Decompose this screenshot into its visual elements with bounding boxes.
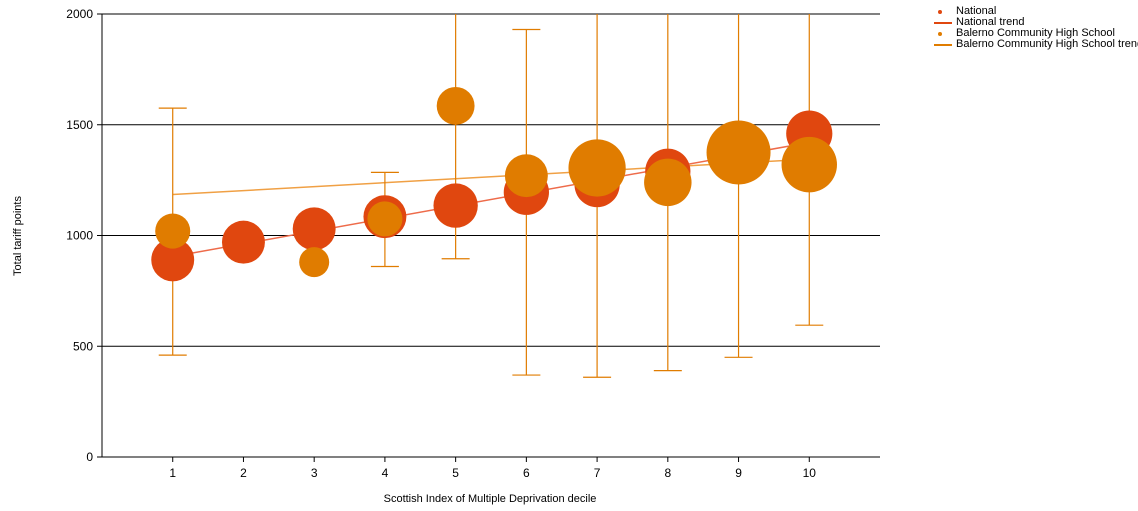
data-bubble bbox=[367, 201, 403, 237]
bubbles bbox=[151, 86, 837, 282]
y-tick-label: 1000 bbox=[66, 229, 93, 243]
data-bubble bbox=[151, 238, 195, 282]
x-tick-label: 5 bbox=[452, 466, 459, 480]
x-tick-label: 2 bbox=[240, 466, 247, 480]
data-bubble bbox=[292, 207, 336, 251]
legend-item: Balerno Community High School bbox=[934, 28, 1138, 39]
legend-marker-line bbox=[934, 17, 956, 28]
legend-label: Balerno Community High School bbox=[956, 27, 1115, 39]
data-bubble bbox=[504, 154, 548, 198]
data-bubble bbox=[155, 213, 191, 249]
data-bubble bbox=[706, 120, 771, 185]
legend-item: National bbox=[934, 6, 1138, 17]
data-bubble bbox=[299, 247, 330, 278]
x-tick-label: 6 bbox=[523, 466, 530, 480]
data-bubble bbox=[781, 136, 837, 193]
legend-marker-dot bbox=[934, 6, 956, 17]
data-bubble bbox=[433, 183, 478, 228]
data-bubble bbox=[568, 139, 626, 197]
y-tick-label: 500 bbox=[73, 339, 93, 353]
legend-label: Balerno Community High School trend bbox=[956, 38, 1138, 50]
data-bubble bbox=[436, 86, 475, 125]
chart-legend: National National trend Balerno Community … bbox=[934, 6, 1138, 50]
axes bbox=[101, 14, 880, 462]
legend-marker-line bbox=[934, 39, 956, 50]
x-tick-label: 8 bbox=[664, 466, 671, 480]
legend-item: Balerno Community High School trend bbox=[934, 39, 1138, 50]
tick-labels: 0 500 1000 1500 2000 1 2 3 4 5 6 7 8 9 10 bbox=[66, 7, 816, 480]
legend-label: National bbox=[956, 5, 997, 17]
x-tick-label: 3 bbox=[311, 466, 318, 480]
legend-marker-dot bbox=[934, 28, 956, 39]
x-tick-label: 10 bbox=[803, 466, 817, 480]
trend-line bbox=[172, 158, 810, 196]
data-bubble bbox=[221, 220, 265, 264]
y-tick-label: 0 bbox=[86, 450, 93, 464]
y-tick-label: 1500 bbox=[66, 118, 93, 132]
trend-line bbox=[172, 141, 810, 258]
legend-label: National trend bbox=[956, 16, 1025, 28]
x-tick-label: 4 bbox=[382, 466, 389, 480]
x-axis-title: Scottish Index of Multiple Deprivation d… bbox=[384, 493, 597, 505]
y-tick-label: 2000 bbox=[66, 7, 93, 21]
x-tick-label: 1 bbox=[169, 466, 176, 480]
y-axis-title: Total tariff points bbox=[12, 196, 24, 276]
x-tick-label: 9 bbox=[735, 466, 742, 480]
gridlines bbox=[97, 13, 880, 458]
trend-lines bbox=[172, 141, 810, 258]
data-bubble bbox=[644, 158, 692, 207]
x-tick-label: 7 bbox=[594, 466, 601, 480]
error-bars bbox=[158, 14, 824, 378]
legend-item: National trend bbox=[934, 17, 1138, 28]
